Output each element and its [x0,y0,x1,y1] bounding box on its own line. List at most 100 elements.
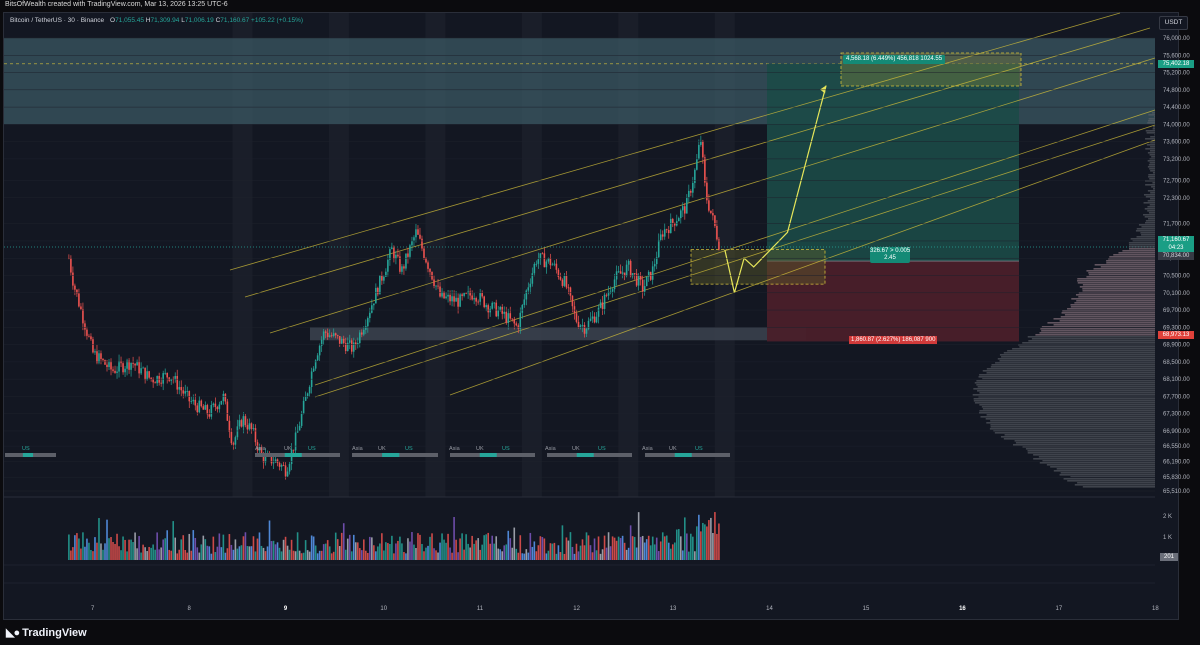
candle-body [455,298,457,302]
session-label: Asia [545,446,557,452]
candle-body [319,346,321,356]
candle-body [321,340,323,346]
profile-bar [1060,474,1155,476]
profile-bar [1086,276,1155,278]
profile-bar [1148,174,1155,176]
profile-bar [977,390,1155,392]
volume-bar [160,547,162,560]
volume-bar [134,532,136,560]
tradingview-logo[interactable]: ◣● TradingView [6,626,87,639]
volume-bar [658,551,660,560]
candle-body [610,292,612,293]
volume-bar [614,538,616,560]
price-tick: 67,300.00 [1163,412,1190,418]
volume-bar [443,540,445,560]
candle-body [383,277,385,281]
volume-bar [654,544,656,560]
volume-bar [144,547,146,560]
volume-bar [307,550,309,560]
price-chart[interactable]: 76,000.00 75,600.00 75,200.00 74,800.00 74,4… [0,0,1200,620]
volume-bar [604,536,606,560]
volume-bar [369,537,371,560]
candle-body [630,261,632,276]
candle-body [110,361,112,369]
volume-bar [223,535,225,560]
volume-bar [219,533,221,560]
volume-bar [598,536,600,560]
volume-bar [419,535,421,560]
volume-bar [275,544,277,560]
volume-bar [433,548,435,560]
candle-body [335,333,337,335]
candle-body [393,248,395,259]
volume-bar [568,541,570,560]
candle-body [215,404,217,407]
price-tick: 75,200.00 [1163,71,1190,77]
candle-body [449,295,451,301]
price-tick: 74,800.00 [1163,88,1190,94]
volume-bar [102,550,104,560]
volume-bar [265,551,267,560]
volume-bar [269,521,271,560]
support-zone [310,327,806,340]
profile-bar [1050,466,1155,468]
volume-bar [261,546,263,560]
volume-bar [106,520,108,560]
session-bar-active [480,453,497,457]
volume-bar [580,546,582,560]
volume-bar [521,553,523,560]
volume-bar [441,533,443,560]
candle-body [98,353,100,362]
volume-bar [128,540,130,560]
current-price-value: 71,160.67 [1158,236,1194,244]
symbol-legend[interactable]: Bitcoin / TetherUS · 30 · Binance O71,05… [10,17,303,24]
candle-body [513,319,515,323]
volume-bar [457,552,459,560]
volume-bar [393,553,395,560]
candle-body [459,294,461,306]
volume-bar [76,533,78,560]
candle-body [235,437,237,444]
session-bar-active [382,453,399,457]
candle-body [686,197,688,213]
candle-body [481,293,483,297]
candle-body [369,313,371,318]
candle-body [164,373,166,374]
profile-bar [1140,232,1155,234]
profile-bar [1148,166,1155,168]
profile-bar [1022,342,1155,344]
volume-bar [509,538,511,560]
volume-bar [267,546,269,560]
volume-bar [323,544,325,560]
volume-bar [235,539,237,560]
volume-bar [140,553,142,560]
volume-bar [437,553,439,560]
volume-bar [560,552,562,560]
volume-bar [120,550,122,560]
volume-bar [357,542,359,560]
volume-bar [247,546,249,560]
volume-bar [592,552,594,560]
risk-reward-line2: 2.45 [870,255,910,262]
candle-body [708,200,710,210]
candle-body [680,210,682,218]
candle-body [511,318,513,319]
candle-body [337,335,339,336]
currency-button[interactable]: USDT [1159,16,1188,30]
candle-body [379,275,381,294]
profile-bar [1039,456,1155,458]
profile-bar [1150,146,1155,148]
profile-bar [973,394,1155,396]
candle-body [367,318,369,326]
volume-bar [519,535,521,560]
profile-bar [1082,288,1155,290]
volume-bar [122,536,124,560]
candle-body [309,387,311,393]
profile-bar [1061,472,1155,474]
profile-bar [1060,320,1155,322]
candle-body [247,425,249,429]
volume-bar [289,550,291,560]
volume-bar [708,520,710,560]
candle-body [451,296,453,301]
volume-bar [666,536,668,560]
